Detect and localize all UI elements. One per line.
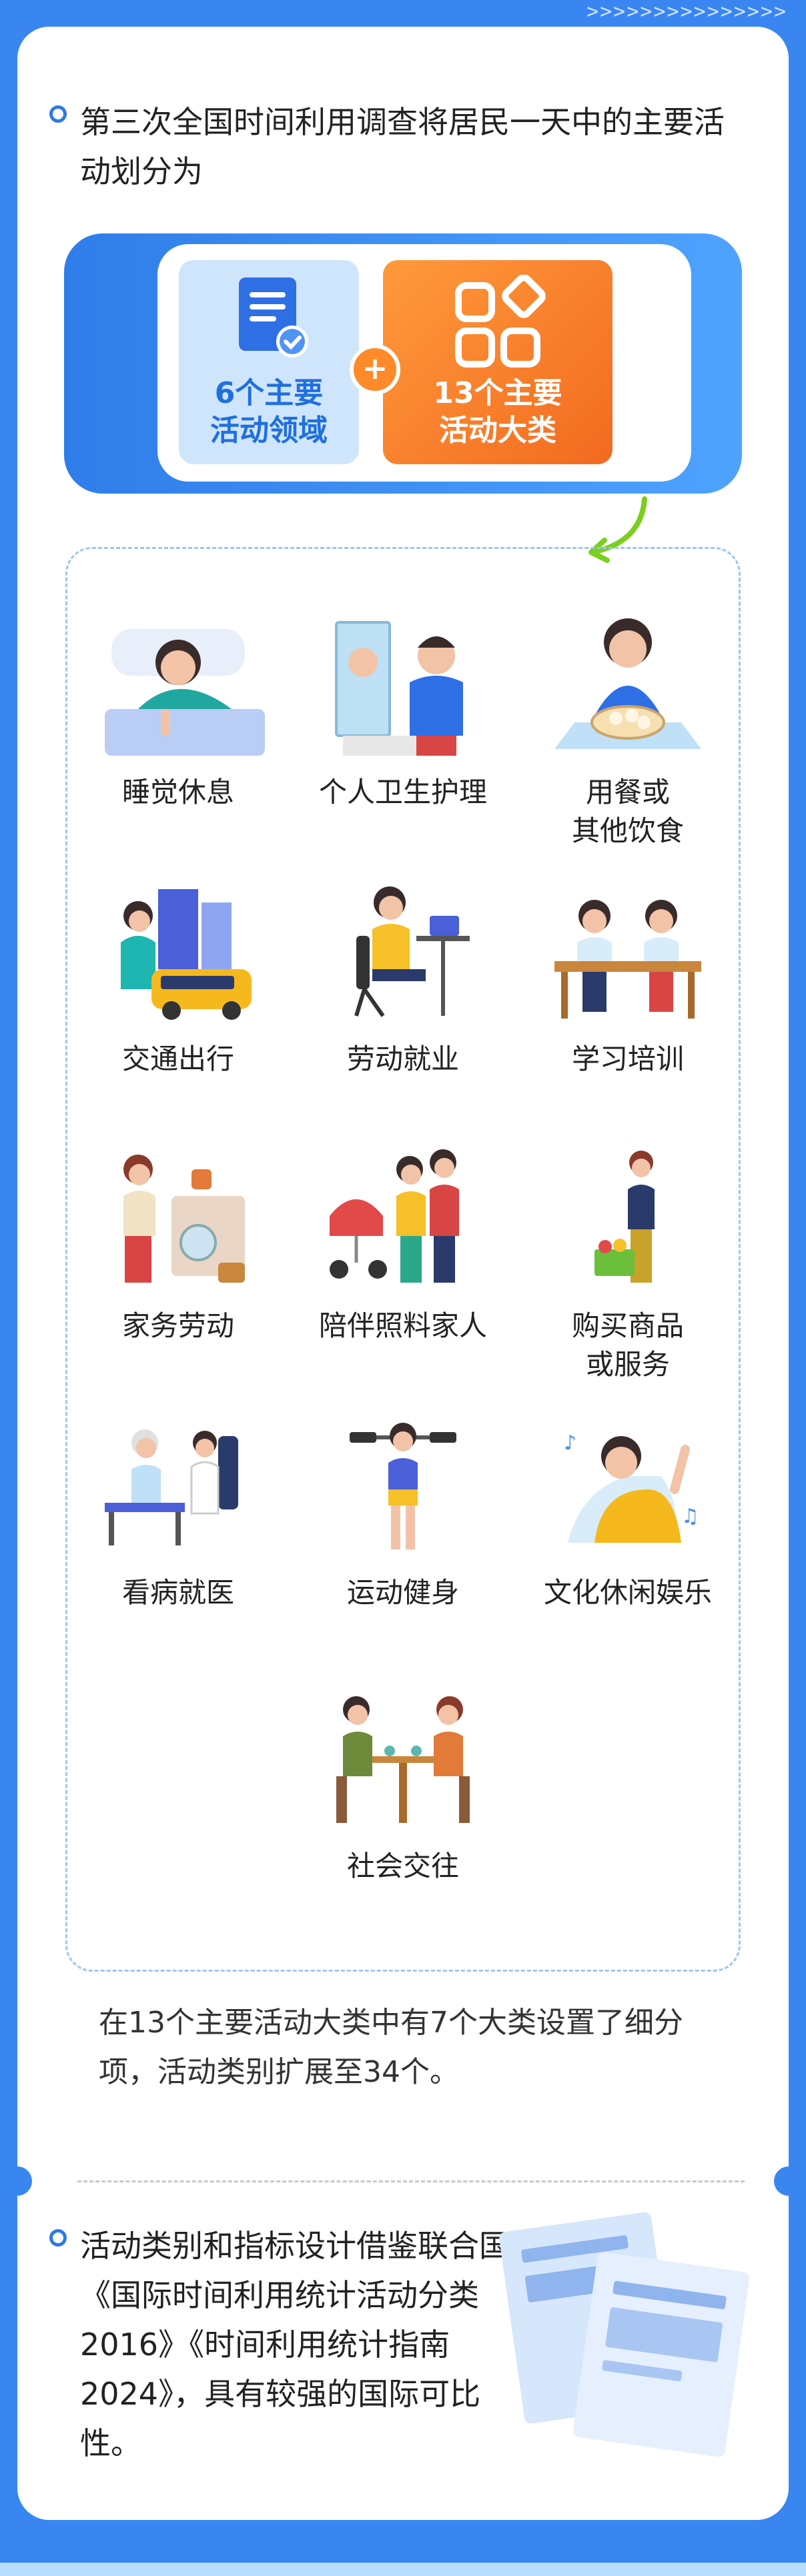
reference-row: 活动类别和指标设计借鉴联合国《国际时间利用统计活动分类2016》《时间利用统计指…	[49, 2221, 516, 2468]
summary-text: 在13个主要活动大类中有7个大类设置了细分项，活动类别扩展至34个。	[99, 2006, 683, 2089]
footer-band	[0, 2563, 806, 2576]
domains-tile: 6个主要 活动领域	[179, 260, 359, 464]
activity-social: 社会交往	[296, 1683, 510, 1886]
curved-arrow-icon	[578, 494, 658, 570]
activity-label: 陪伴照料家人	[318, 1309, 487, 1342]
reference-text: 活动类别和指标设计借鉴联合国《国际时间利用统计活动分类2016》《时间利用统计指…	[80, 2228, 510, 2461]
section-divider	[77, 2180, 745, 2182]
content-card: 第三次全国时间利用调查将居民一天中的主要活动划分为 6个	[3, 27, 803, 2520]
activity-study: 学习培训	[521, 876, 735, 1079]
activity-label: 运动健身	[346, 1576, 459, 1609]
socializing-icon	[296, 1683, 510, 1836]
activity-hygiene: 个人卫生护理	[296, 609, 510, 812]
shopping-icon	[521, 1143, 735, 1296]
housework-icon	[71, 1143, 285, 1296]
activity-label: 看病就医	[121, 1576, 234, 1609]
activity-dining: 用餐或 其他饮食	[521, 609, 735, 850]
sleeping-person-icon	[71, 609, 285, 762]
activity-leisure: ♪ ♫ 文化休闲娱乐	[521, 1409, 735, 1612]
categories-tile: 13个主要 活动大类	[383, 260, 613, 464]
activity-work: 劳动就业	[296, 876, 510, 1079]
activity-label: 睡觉休息	[121, 776, 234, 808]
activity-housework: 家务劳动	[71, 1143, 285, 1345]
activity-medical: 看病就医	[71, 1409, 285, 1612]
card-notch-left	[3, 2166, 32, 2196]
categories-label-line2: 活动大类	[438, 414, 556, 448]
activity-label: 购买商品 或服务	[571, 1309, 684, 1381]
activity-fitness: 运动健身	[296, 1409, 510, 1612]
activity-label: 劳动就业	[346, 1043, 459, 1075]
fitness-icon	[296, 1409, 510, 1563]
intro-row: 第三次全国时间利用调查将居民一天中的主要活动划分为	[49, 97, 743, 196]
activity-label: 文化休闲娱乐	[543, 1576, 712, 1609]
categories-label: 13个主要 活动大类	[433, 375, 562, 450]
activity-transport: 交通出行	[71, 876, 285, 1079]
activity-label: 用餐或 其他饮食	[571, 776, 684, 847]
family-care-icon	[296, 1143, 510, 1296]
activity-label: 学习培训	[571, 1043, 684, 1075]
intro-text: 第三次全国时间利用调查将居民一天中的主要活动划分为	[80, 104, 725, 189]
documents-illustration-icon	[484, 2208, 765, 2464]
activities-grid: 睡觉休息 个人卫生护理	[65, 547, 741, 1972]
activity-family: 陪伴照料家人	[296, 1143, 510, 1345]
bullet-dot-icon	[49, 2229, 67, 2246]
doctor-visit-icon	[71, 1409, 285, 1563]
banner-inner: 6个主要 活动领域 + 13个主要 活动大类	[157, 244, 691, 482]
category-grid-icon	[448, 274, 548, 378]
plus-icon: +	[350, 344, 400, 395]
music-leisure-icon: ♪ ♫	[521, 1409, 735, 1563]
activity-shopping: 购买商品 或服务	[521, 1143, 735, 1384]
domains-label-line1: 6个主要	[214, 376, 324, 410]
domains-label-line2: 活动领域	[210, 414, 328, 448]
activity-label: 交通出行	[121, 1043, 234, 1075]
svg-text:♪: ♪	[564, 1431, 576, 1455]
document-check-icon	[219, 272, 319, 375]
activity-label: 个人卫生护理	[318, 776, 487, 808]
studying-icon	[521, 876, 735, 1029]
svg-text:♫: ♫	[681, 1505, 699, 1528]
activity-banner: 6个主要 活动领域 + 13个主要 活动大类	[64, 233, 742, 494]
dining-person-icon	[521, 609, 735, 762]
categories-label-line1: 13个主要	[433, 376, 562, 410]
activity-label: 家务劳动	[121, 1309, 234, 1342]
card-notch-right	[774, 2166, 803, 2196]
header-chevrons: >>>>>>>>>>>>>>>	[586, 0, 787, 23]
office-work-icon	[296, 876, 510, 1029]
domains-label: 6个主要 活动领域	[210, 375, 328, 450]
commuting-icon	[71, 876, 285, 1029]
shaving-person-icon	[296, 609, 510, 762]
activity-sleep: 睡觉休息	[71, 609, 285, 812]
bullet-dot-icon	[49, 105, 67, 123]
activity-label: 社会交往	[346, 1850, 459, 1882]
